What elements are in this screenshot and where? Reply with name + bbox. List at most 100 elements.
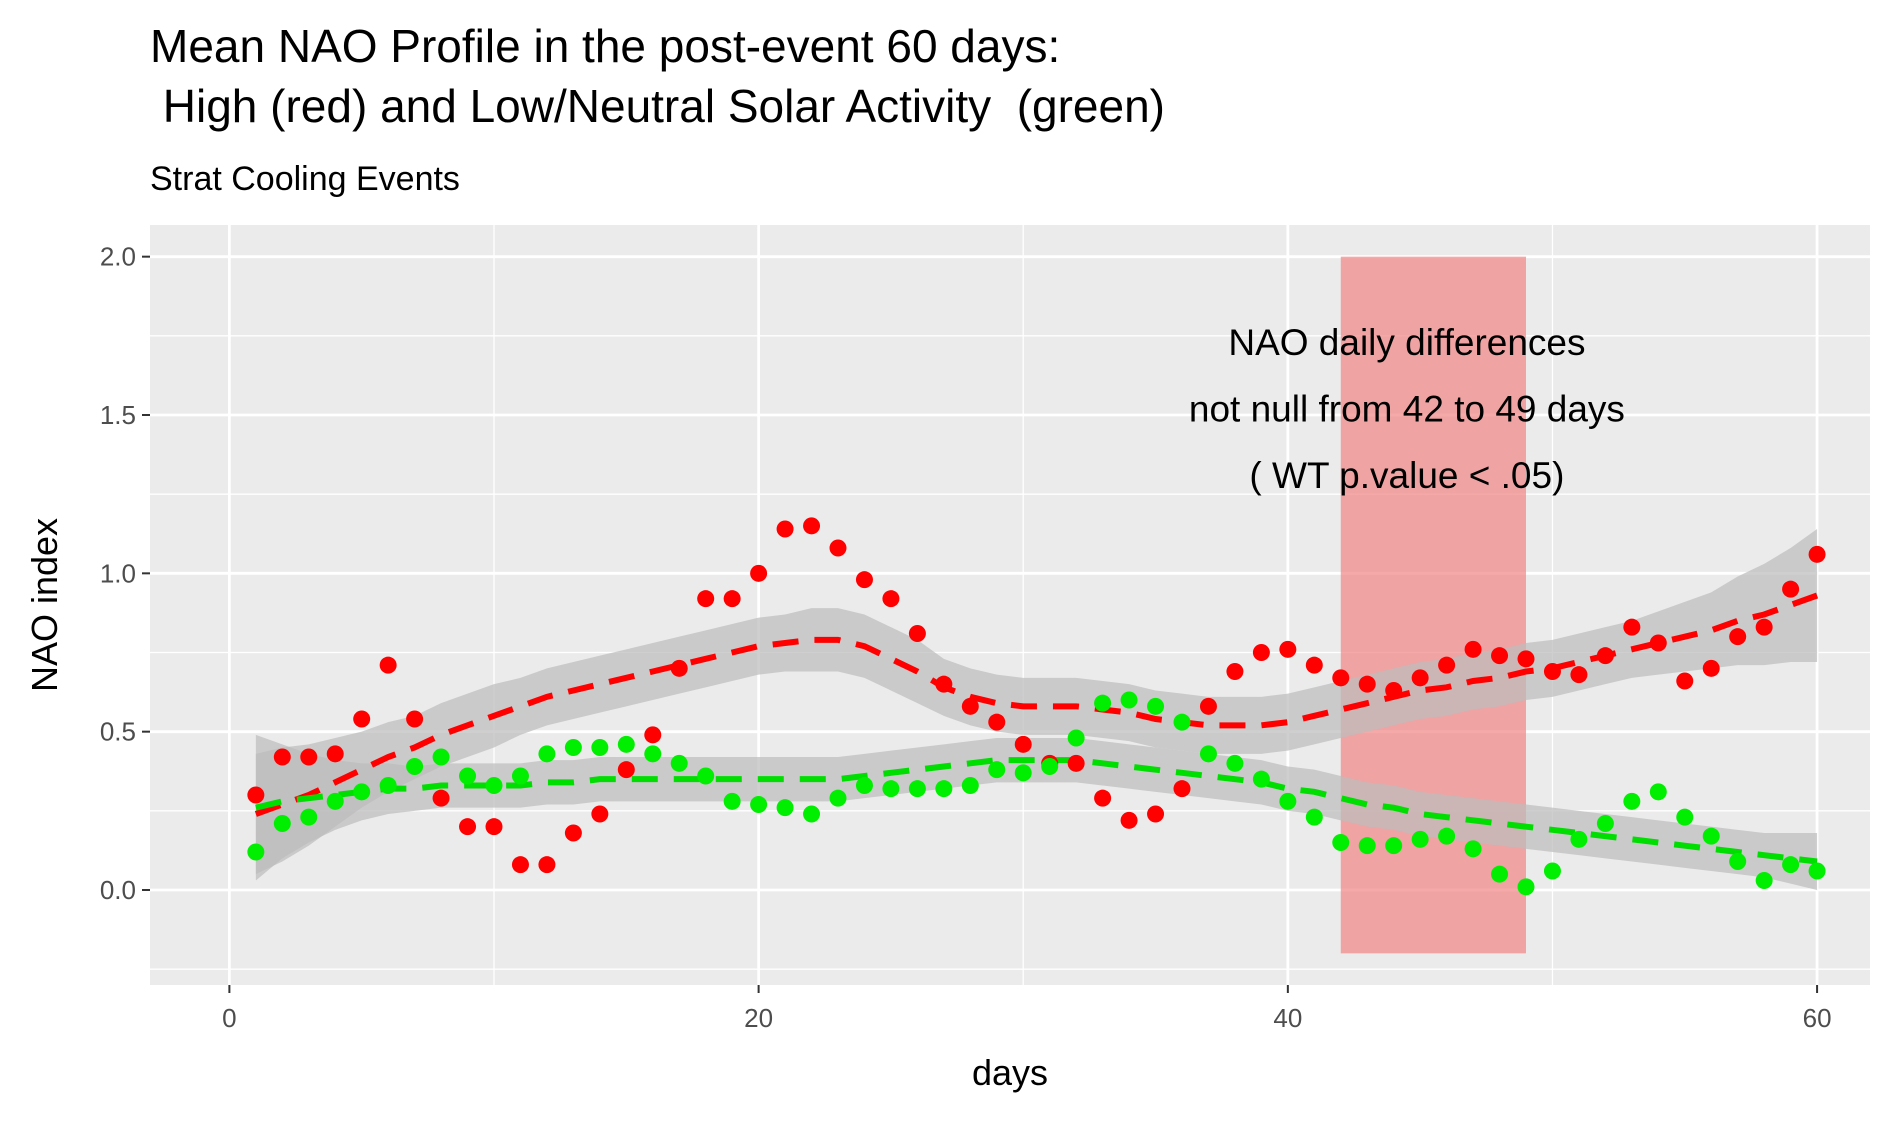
data-point-low — [829, 789, 847, 807]
annotation: NAO daily differences not null from 42 to… — [1189, 322, 1625, 496]
data-point-low — [723, 792, 741, 810]
data-point-high — [1226, 663, 1244, 680]
data-point-low — [564, 739, 582, 756]
data-point-high — [1491, 647, 1509, 665]
data-point-low — [1147, 697, 1165, 715]
data-point-low — [935, 780, 953, 798]
data-point-low — [485, 777, 503, 794]
data-point-low — [511, 767, 529, 785]
data-point-high — [1543, 663, 1561, 680]
data-point-high — [1438, 656, 1456, 674]
data-point-low — [644, 745, 662, 763]
data-point-low — [697, 767, 715, 785]
data-point-low — [379, 777, 397, 794]
data-point-low — [1596, 815, 1614, 832]
data-point-high — [1279, 640, 1297, 658]
y-tick-label: 1.0 — [100, 558, 136, 588]
data-point-high — [1782, 580, 1800, 598]
data-point-high — [988, 713, 1006, 731]
data-point-high — [511, 856, 529, 874]
data-point-low — [908, 780, 926, 798]
data-point-low — [1279, 792, 1297, 810]
data-point-low — [1041, 758, 1059, 775]
data-point-high — [776, 520, 794, 538]
data-point-high — [1199, 697, 1217, 715]
data-point-high — [644, 726, 662, 744]
data-point-low — [1226, 754, 1244, 772]
data-point-high — [908, 625, 926, 642]
data-point-low — [353, 783, 371, 801]
data-point-high — [1517, 650, 1535, 668]
data-point-low — [1464, 840, 1482, 858]
data-point-high — [591, 805, 609, 823]
y-tick-label: 1.5 — [100, 400, 136, 430]
data-point-low — [988, 761, 1006, 779]
data-point-low — [617, 735, 635, 753]
data-point-high — [353, 710, 371, 728]
data-point-low — [247, 843, 265, 861]
data-point-low — [803, 805, 821, 823]
data-point-low — [1199, 745, 1217, 763]
data-point-low — [750, 796, 768, 813]
data-point-high — [1332, 669, 1350, 687]
data-point-low — [1808, 862, 1826, 880]
chart-title-line2: High (red) and Low/Neutral Solar Activit… — [150, 80, 1165, 132]
data-point-low — [300, 808, 318, 826]
data-point-high — [697, 590, 715, 608]
data-point-low — [432, 748, 450, 766]
data-point-high — [300, 748, 318, 766]
data-point-high — [1702, 659, 1720, 677]
data-point-low — [1358, 837, 1376, 855]
data-points — [247, 517, 1826, 896]
data-point-low — [882, 780, 900, 798]
data-point-high — [961, 697, 979, 715]
annotation-line: not null from 42 to 49 days — [1189, 389, 1625, 430]
data-point-high — [1464, 640, 1482, 658]
data-point-low — [1782, 856, 1800, 874]
data-point-high — [1570, 666, 1588, 684]
data-point-low — [406, 758, 424, 775]
y-axis-title: NAO index — [24, 518, 65, 692]
data-point-high — [1147, 805, 1165, 823]
data-point-low — [1173, 713, 1191, 731]
data-point-high — [882, 590, 900, 608]
data-point-low — [1252, 770, 1270, 788]
data-point-high — [1305, 656, 1323, 674]
data-point-low — [1570, 830, 1588, 848]
y-tick-label: 0.5 — [100, 717, 136, 747]
data-point-high — [1094, 789, 1112, 807]
data-point-high — [485, 818, 503, 836]
data-point-high — [670, 659, 688, 677]
y-tick-label: 0.0 — [100, 875, 136, 905]
x-axis-title: days — [972, 1052, 1048, 1093]
data-point-high — [1649, 634, 1667, 652]
data-point-low — [1517, 878, 1535, 896]
data-point-low — [1385, 837, 1403, 855]
data-point-high — [538, 856, 556, 874]
confidence-ribbons — [255, 529, 1818, 890]
data-point-low — [1649, 783, 1667, 801]
data-point-high — [723, 590, 741, 608]
data-point-low — [1411, 830, 1429, 848]
data-point-high — [564, 824, 582, 842]
y-tick-label: 2.0 — [100, 242, 136, 272]
data-point-high — [829, 539, 847, 557]
data-point-low — [1702, 827, 1720, 845]
data-point-low — [326, 792, 344, 810]
data-point-low — [538, 745, 556, 763]
data-point-high — [803, 517, 821, 535]
data-point-high — [1173, 780, 1191, 798]
x-tick-label: 40 — [1273, 1003, 1302, 1033]
x-tick-label: 0 — [222, 1003, 236, 1033]
data-point-low — [1014, 764, 1032, 782]
data-point-high — [326, 745, 344, 763]
annotation-line: NAO daily differences — [1228, 322, 1585, 363]
data-point-low — [1120, 691, 1138, 709]
data-point-low — [1676, 808, 1694, 826]
data-point-high — [273, 748, 291, 766]
data-point-low — [1305, 808, 1323, 826]
data-point-high — [1014, 735, 1032, 753]
data-point-high — [1623, 618, 1641, 636]
data-point-high — [935, 675, 953, 693]
